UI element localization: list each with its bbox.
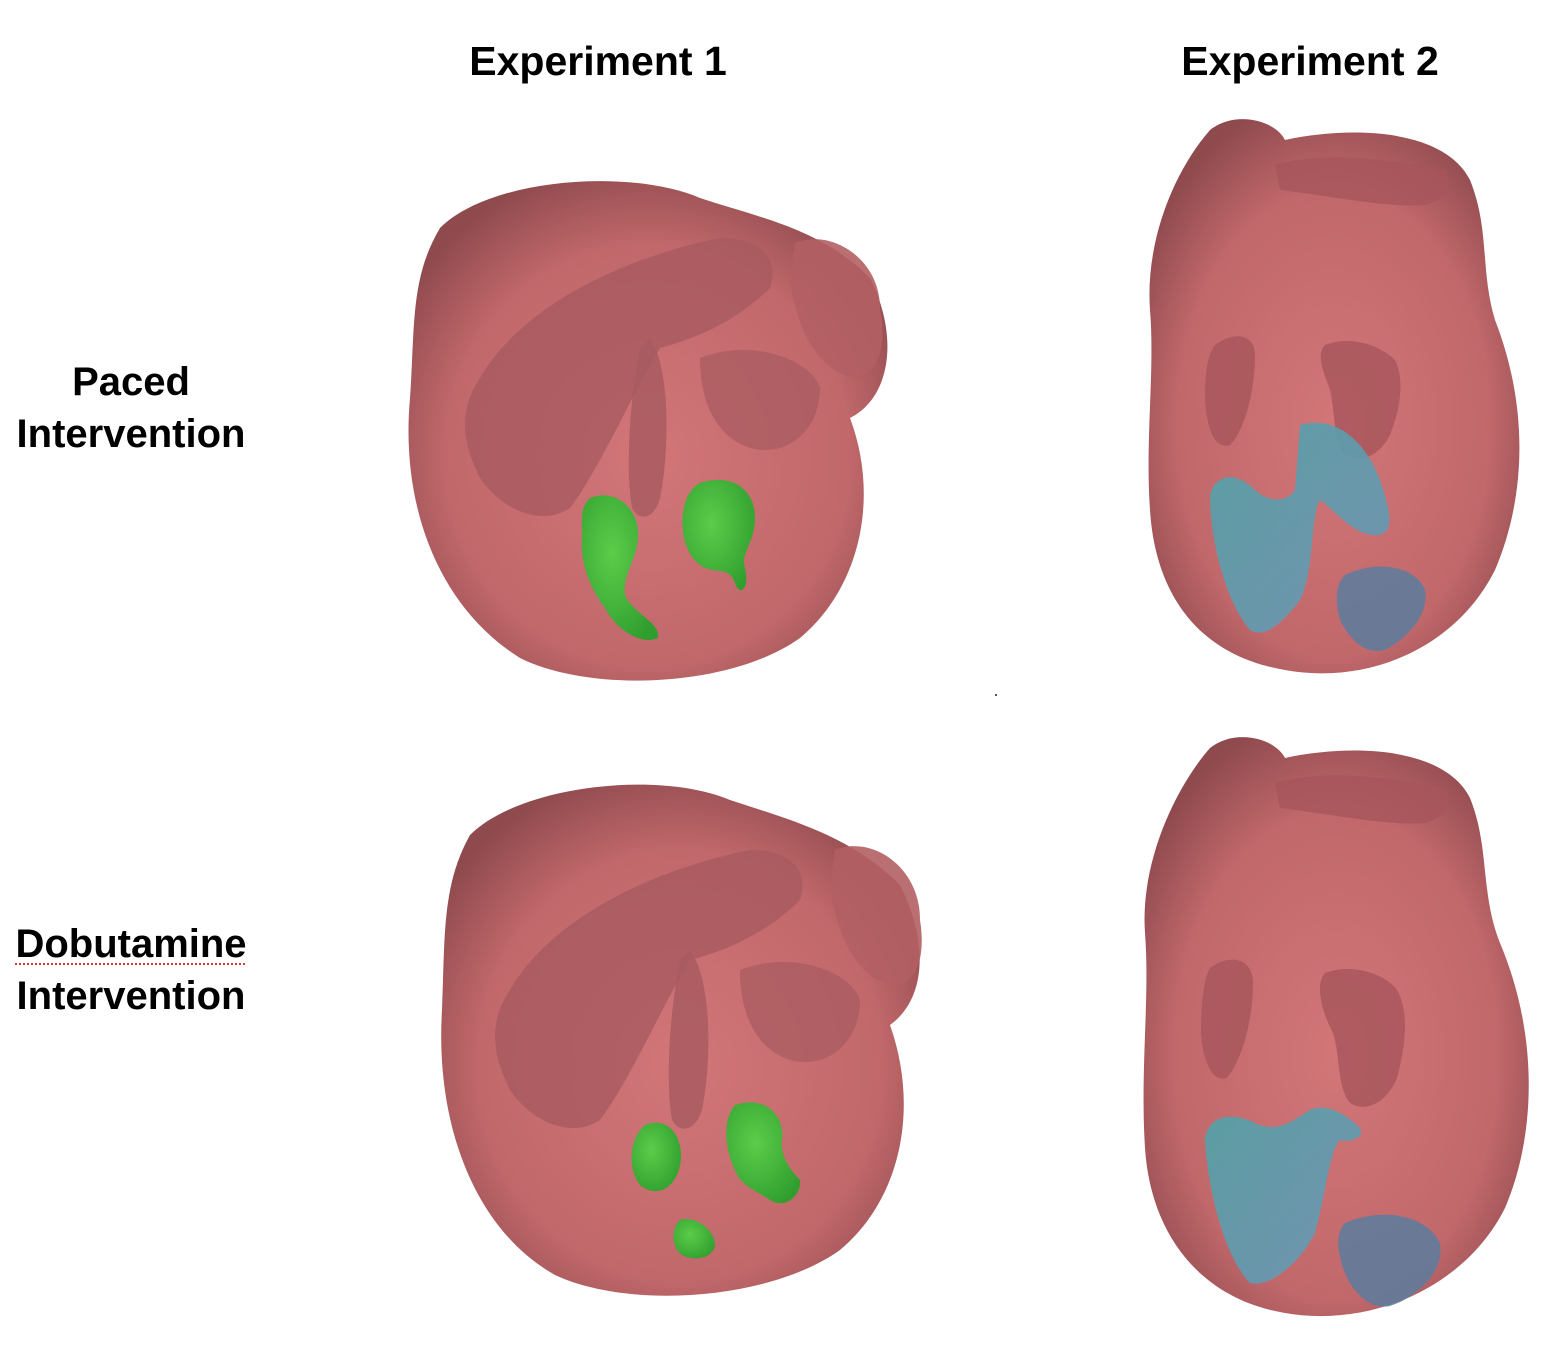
row-label-paced-line1: Paced xyxy=(72,360,190,404)
column-header-experiment-1: Experiment 1 xyxy=(469,38,727,84)
row-label-paced-line2: Intervention xyxy=(16,412,246,456)
render-exp2-dobutamine xyxy=(1135,728,1555,1328)
render-exp1-paced xyxy=(400,168,890,693)
column-header-experiment-2: Experiment 2 xyxy=(1181,38,1439,84)
row-label-dobutamine: Dobutamine Intervention xyxy=(0,918,262,1022)
render-exp1-dobutamine xyxy=(430,770,935,1310)
row-label-dobutamine-line2: Intervention xyxy=(16,974,246,1018)
stray-dot xyxy=(995,694,997,696)
render-exp2-paced xyxy=(1135,110,1535,685)
row-label-dobutamine-line1: Dobutamine xyxy=(15,922,247,966)
row-label-paced: Paced Intervention xyxy=(0,356,262,460)
